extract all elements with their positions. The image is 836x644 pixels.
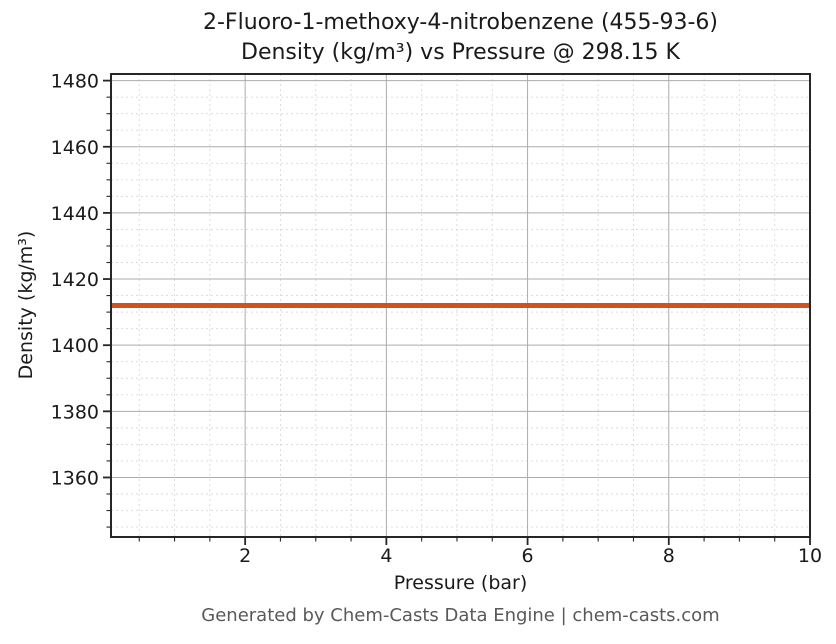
x-axis-label: Pressure (bar) xyxy=(393,572,528,594)
footer-credit: Generated by Chem-Casts Data Engine | ch… xyxy=(201,605,720,626)
x-tick-label: 10 xyxy=(798,545,822,567)
y-tick-label: 1360 xyxy=(51,467,99,489)
y-tick-label: 1460 xyxy=(51,137,99,159)
plot-border xyxy=(110,73,811,538)
chart-title-line1: 2-Fluoro-1-methoxy-4-nitrobenzene (455-9… xyxy=(203,10,718,35)
x-tick-label: 8 xyxy=(663,545,675,567)
y-tick-label: 1480 xyxy=(51,71,99,93)
chart-title-line2: Density (kg/m³) vs Pressure @ 298.15 K xyxy=(241,40,680,65)
y-tick-label: 1420 xyxy=(51,269,99,291)
y-tick-label: 1380 xyxy=(51,401,99,423)
y-tick-label: 1400 xyxy=(51,335,99,357)
x-tick-label: 6 xyxy=(522,545,534,567)
x-tick-label: 4 xyxy=(380,545,392,567)
chart-title: 2-Fluoro-1-methoxy-4-nitrobenzene (455-9… xyxy=(111,8,810,68)
y-tick-label: 1440 xyxy=(51,203,99,225)
x-tick-label: 2 xyxy=(239,545,251,567)
